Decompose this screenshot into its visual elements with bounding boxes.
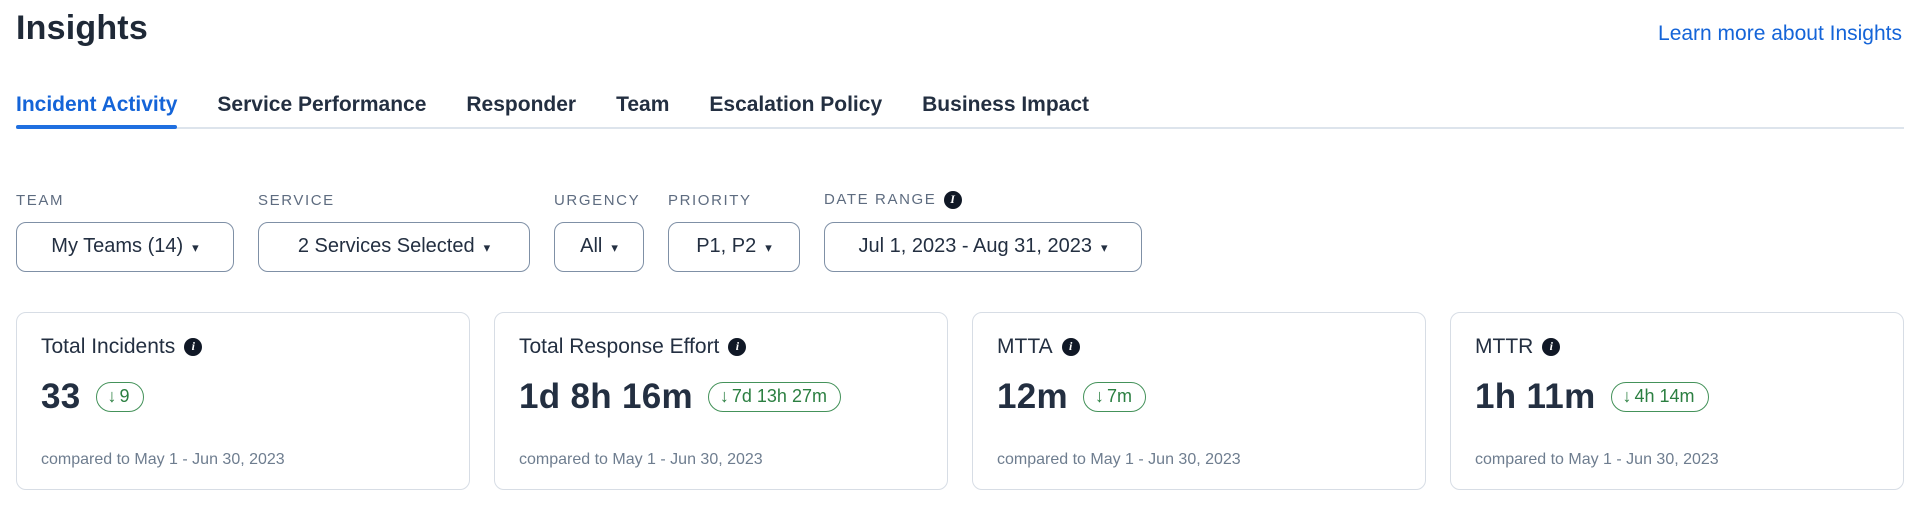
tab-escalation-policy[interactable]: Escalation Policy [709, 92, 883, 116]
metric-value: 33 [41, 376, 81, 416]
filter-bar: TEAM My Teams (14) ▾ SERVICE 2 Services … [16, 190, 1904, 272]
card-title: Total Incidents [41, 334, 176, 358]
chevron-down-icon: ▾ [765, 240, 772, 256]
info-icon[interactable]: i [1542, 337, 1561, 356]
mtta-card: MTTA i 12m ↓ 7m compared to May 1 - Jun … [972, 311, 1426, 490]
delta-badge: ↓ 7m [1082, 381, 1146, 412]
urgency-dropdown[interactable]: All ▾ [554, 221, 644, 272]
info-icon[interactable]: i [1061, 337, 1080, 356]
chevron-down-icon: ▾ [1100, 240, 1108, 256]
filter-group-priority: PRIORITY P1, P2 ▾ [668, 192, 800, 272]
chevron-down-icon: ▾ [611, 240, 618, 256]
info-icon[interactable]: i [944, 190, 963, 209]
date-range-dropdown[interactable]: Jul 1, 2023 - Aug 31, 2023 ▾ [824, 221, 1142, 272]
delta-value: 7m [1106, 385, 1132, 406]
card-title: MTTR [1475, 334, 1534, 358]
delta-value: 7d 13h 27m [731, 385, 827, 406]
card-title: Total Response Effort [519, 334, 720, 358]
comparison-period: compared to May 1 - Jun 30, 2023 [519, 450, 763, 468]
tab-incident-activity[interactable]: Incident Activity [16, 93, 178, 129]
delta-value: 9 [119, 385, 130, 406]
metric-value: 1h 11m [1475, 376, 1596, 416]
team-filter-label: TEAM [16, 191, 65, 209]
team-dropdown[interactable]: My Teams (14) ▾ [16, 221, 234, 272]
service-dropdown[interactable]: 2 Services Selected ▾ [258, 221, 530, 272]
down-arrow-icon: ↓ [1622, 386, 1632, 407]
filter-group-service: SERVICE 2 Services Selected ▾ [258, 192, 530, 272]
chevron-down-icon: ▾ [483, 240, 491, 256]
filter-group-date-range: DATE RANGE i Jul 1, 2023 - Aug 31, 2023 … [824, 190, 1142, 272]
service-filter-label: SERVICE [258, 191, 335, 209]
tab-service-performance[interactable]: Service Performance [217, 92, 427, 116]
date-range-filter-label: DATE RANGE i [824, 190, 1142, 209]
delta-badge: ↓ 4h 14m [1610, 381, 1709, 412]
filter-group-team: TEAM My Teams (14) ▾ [16, 192, 234, 272]
metric-value: 12m [997, 376, 1068, 416]
comparison-period: compared to May 1 - Jun 30, 2023 [1475, 450, 1719, 468]
priority-filter-label: PRIORITY [668, 191, 752, 209]
service-dropdown-value: 2 Services Selected [297, 235, 475, 258]
urgency-filter-label: URGENCY [554, 191, 641, 209]
delta-badge: ↓ 9 [95, 381, 144, 412]
delta-badge: ↓ 7d 13h 27m [707, 381, 841, 412]
learn-more-link[interactable]: Learn more about Insights [1658, 22, 1902, 45]
metric-cards: Total Incidents i 33 ↓ 9 compared to May… [16, 311, 1904, 490]
down-arrow-icon: ↓ [1094, 386, 1104, 407]
comparison-period: compared to May 1 - Jun 30, 2023 [997, 450, 1241, 468]
priority-dropdown[interactable]: P1, P2 ▾ [668, 221, 800, 272]
mttr-card: MTTR i 1h 11m ↓ 4h 14m compared to May 1… [1450, 311, 1904, 490]
tab-business-impact[interactable]: Business Impact [922, 92, 1090, 116]
down-arrow-icon: ↓ [719, 386, 729, 407]
down-arrow-icon: ↓ [107, 386, 117, 407]
date-range-dropdown-value: Jul 1, 2023 - Aug 31, 2023 [858, 235, 1092, 258]
metric-value: 1d 8h 16m [519, 376, 693, 416]
priority-dropdown-value: P1, P2 [696, 235, 757, 258]
team-dropdown-value: My Teams (14) [51, 235, 184, 258]
chevron-down-icon: ▾ [192, 240, 199, 256]
insights-tabs: Incident Activity Service Performance Re… [16, 93, 1904, 129]
urgency-dropdown-value: All [580, 235, 603, 258]
page-title: Insights [16, 9, 148, 47]
total-response-effort-card: Total Response Effort i 1d 8h 16m ↓ 7d 1… [494, 311, 948, 490]
delta-value: 4h 14m [1634, 385, 1695, 406]
info-icon[interactable]: i [184, 337, 203, 356]
date-range-label-text: DATE RANGE [824, 191, 937, 209]
comparison-period: compared to May 1 - Jun 30, 2023 [41, 450, 285, 468]
total-incidents-card: Total Incidents i 33 ↓ 9 compared to May… [16, 311, 470, 490]
filter-group-urgency: URGENCY All ▾ [554, 192, 644, 272]
tab-responder[interactable]: Responder [466, 92, 577, 116]
tab-team[interactable]: Team [616, 92, 670, 116]
card-title: MTTA [997, 334, 1053, 358]
info-icon[interactable]: i [728, 337, 747, 356]
